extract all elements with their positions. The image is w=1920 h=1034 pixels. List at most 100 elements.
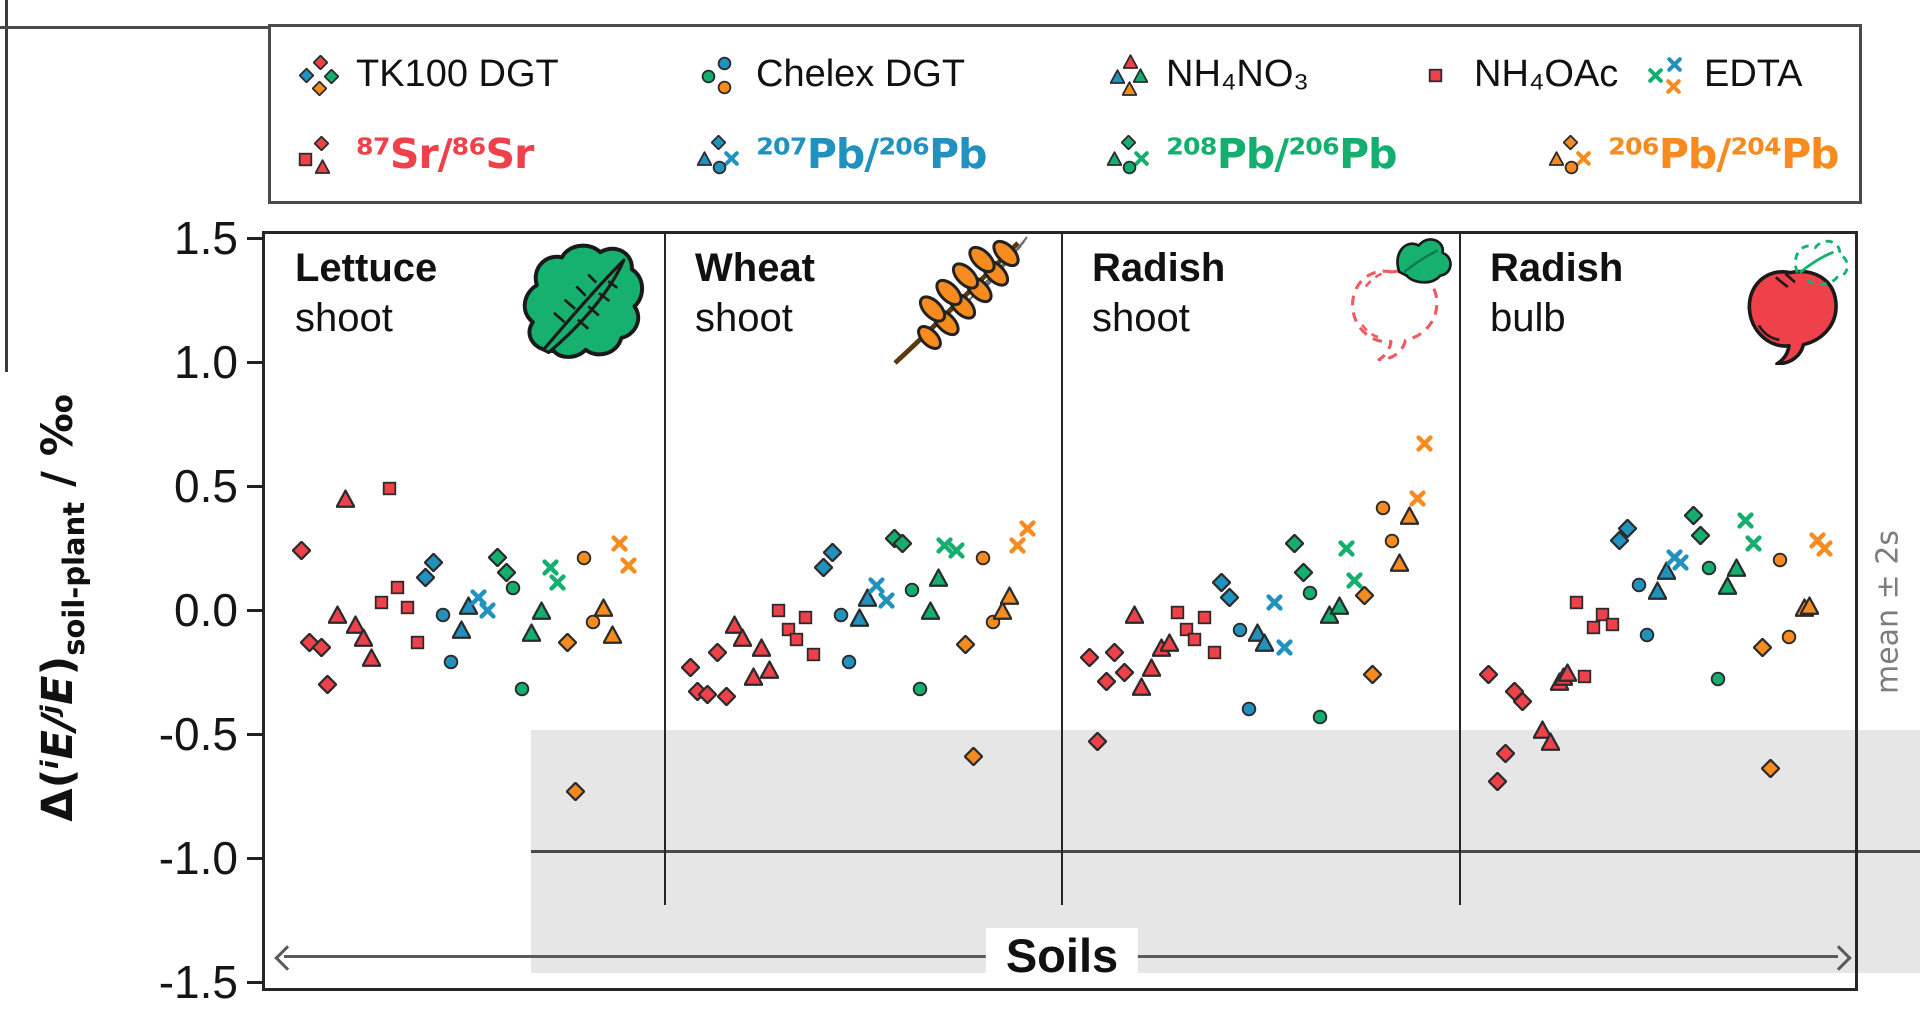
y-axis-label-core: ⁱE/ʲE [33, 675, 83, 769]
data-point-NHNO-orange [593, 598, 613, 617]
data-point-NHOAc-red [1605, 617, 1620, 632]
d-marker-icon [1512, 691, 1533, 712]
y-tick-label: -1.5 [158, 956, 238, 1008]
data-point-NHOAc-red [382, 481, 397, 496]
data-point-Chelex DGT-orange [576, 550, 592, 566]
y-tick-label: 1.5 [174, 212, 238, 264]
legend-item-chelex-dgt: Chelex DGT [691, 43, 965, 105]
legend-label: NH₄OAc [1474, 52, 1619, 95]
data-point-TK100 DGT-orange [964, 746, 984, 767]
d-marker-icon [1618, 518, 1638, 538]
data-point-TK100 DGT-green [1293, 562, 1313, 583]
panel-title: Radish [1092, 246, 1226, 290]
data-point-NHNO-red [743, 667, 764, 687]
t-marker-icon [1557, 662, 1578, 682]
x-marker-icon [610, 534, 628, 552]
data-point-TK100 DGT-green [892, 533, 913, 553]
d-marker-icon [1120, 134, 1136, 150]
data-point-TK100 DGT-red [299, 632, 319, 653]
data-point-NHNO-orange [1800, 595, 1820, 615]
t-marker-icon [1247, 623, 1267, 642]
x-marker-icon [1009, 537, 1027, 554]
x-marker-icon [1666, 56, 1683, 73]
s-marker-icon [390, 580, 404, 595]
data-point-NHOAc-red [1187, 632, 1202, 647]
d-marker-icon [313, 135, 329, 151]
d-marker-icon [707, 642, 727, 662]
data-point-NHNO-orange [1000, 586, 1020, 605]
data-point-Chelex DGT-green [904, 582, 920, 598]
s-marker-icon [772, 603, 786, 617]
d-marker-icon [1105, 642, 1125, 662]
data-point-EDTA-orange [1815, 539, 1834, 558]
legend-marker-cluster [1101, 45, 1153, 103]
x-marker-icon [1575, 150, 1592, 167]
s-marker-icon [798, 610, 812, 625]
data-point-TK100 DGT-blue [415, 567, 435, 588]
s-marker-icon [298, 152, 313, 167]
data-point-NHOAc-red [1197, 610, 1212, 625]
d-marker-icon [1114, 662, 1134, 682]
d-marker-icon [312, 54, 328, 70]
d-marker-icon [1088, 731, 1108, 752]
y-tick-mark [247, 732, 264, 736]
t-marker-icon [1548, 150, 1564, 166]
c-marker-icon [712, 160, 727, 175]
data-point-EDTA-green [541, 558, 560, 577]
d-marker-icon [1487, 771, 1507, 791]
legend-label: TK100 DGT [356, 52, 559, 95]
data-point-TK100 DGT-red [311, 637, 331, 657]
data-point-NHNO-green [531, 600, 551, 620]
legend-marker-cluster [1101, 125, 1153, 183]
d-marker-icon [1120, 134, 1136, 150]
c-marker-icon [701, 69, 716, 84]
data-point-TK100 DGT-green [1683, 505, 1703, 526]
panel-title: Wheat [695, 246, 815, 290]
data-point-NHNO-red [1132, 677, 1152, 697]
x-axis-label: Soils [985, 928, 1139, 983]
x-marker-icon [947, 542, 965, 559]
y-tick-label: 0.5 [174, 460, 238, 512]
s-marker-icon [1198, 610, 1212, 625]
legend-label: NH₄NO₃ [1166, 52, 1309, 95]
t-marker-icon [1656, 561, 1677, 580]
t-marker-icon [1132, 67, 1148, 83]
c-marker-icon [701, 69, 715, 83]
x-marker-icon [723, 150, 739, 166]
data-point-TK100 DGT-green [496, 562, 516, 583]
data-point-TK100 DGT-red [291, 540, 311, 561]
y-axis-label-subscript: soil-plant [57, 501, 91, 656]
d-marker-icon [710, 134, 726, 150]
d-marker-icon [710, 134, 726, 150]
c-marker-icon [833, 607, 849, 623]
t-marker-icon [1726, 558, 1747, 578]
t-marker-icon [1255, 633, 1275, 652]
data-point-NHNO-red [732, 628, 753, 647]
data-point-Chelex DGT-orange [1781, 629, 1797, 645]
data-point-NHOAc-red [374, 595, 389, 610]
data-point-NHNO-blue [451, 620, 471, 640]
y-tick-label: 1.0 [174, 336, 238, 388]
c-marker-icon [1564, 160, 1578, 174]
data-point-Chelex DGT-blue [1639, 627, 1655, 643]
panel-title-radish-shoot: Radish shoot [1092, 243, 1225, 343]
data-point-NHNO-orange [1399, 506, 1419, 526]
t-marker-icon [1389, 553, 1410, 573]
data-point-NHNO-orange [602, 625, 623, 645]
x-marker-icon [1338, 539, 1356, 557]
data-point-Chelex DGT-blue [1232, 622, 1248, 638]
data-point-EDTA-blue [1265, 593, 1284, 612]
data-point-TK100 DGT-orange [1355, 585, 1375, 605]
data-point-Chelex DGT-green [1302, 585, 1318, 601]
d-marker-icon [955, 634, 975, 655]
data-point-TK100 DGT-red [1512, 691, 1533, 712]
data-point-TK100 DGT-red [1088, 731, 1108, 752]
data-point-TK100 DGT-blue [813, 558, 834, 578]
data-point-Chelex DGT-orange [1375, 500, 1391, 516]
data-point-Chelex DGT-orange [975, 550, 991, 566]
data-point-NHNO-red [759, 660, 780, 679]
d-marker-icon [813, 558, 834, 578]
d-marker-icon [423, 553, 443, 573]
data-point-NHNO-red [1159, 633, 1180, 652]
legend-marker-cluster [1639, 45, 1691, 103]
